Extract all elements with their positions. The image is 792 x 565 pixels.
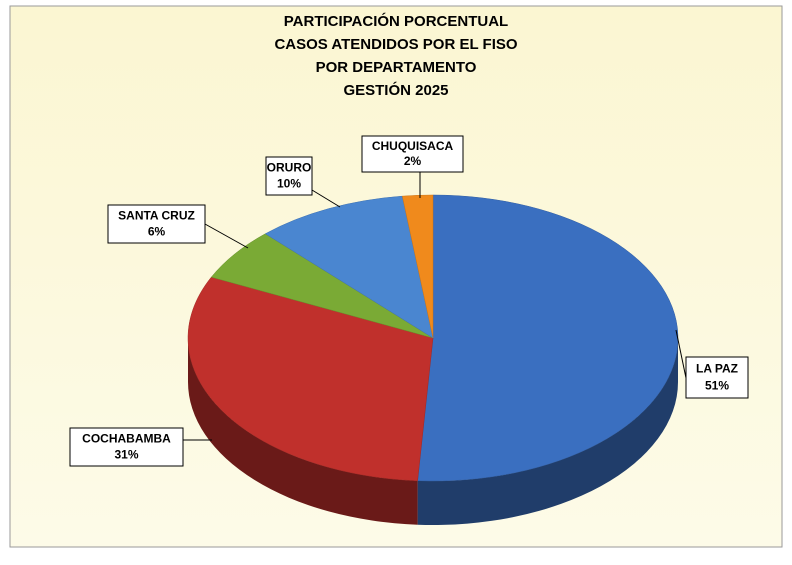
leader-line	[311, 189, 341, 208]
slice	[187, 276, 434, 481]
label-value: 31%	[114, 448, 138, 462]
slice	[417, 194, 679, 482]
slice-side	[188, 338, 418, 525]
label-value: 2%	[404, 154, 422, 168]
label-name: ORURO	[267, 161, 312, 175]
label-box	[107, 204, 206, 244]
label-box	[685, 356, 749, 399]
label-value: 10%	[277, 177, 301, 191]
leader-line	[204, 223, 249, 249]
label-value: 51%	[705, 379, 729, 393]
label-box	[361, 135, 464, 173]
label-box	[69, 427, 184, 467]
chart-title: GESTIÓN 2025	[343, 81, 448, 99]
chart-title: PARTICIPACIÓN PORCENTUAL	[284, 12, 508, 30]
leader-line	[675, 329, 687, 379]
chart-title: CASOS ATENDIDOS POR EL FISO	[274, 36, 517, 53]
label-value: 6%	[148, 225, 166, 239]
slice	[401, 194, 434, 339]
chart-title: POR DEPARTAMENTO	[316, 59, 477, 76]
slice	[264, 195, 434, 339]
label-name: SANTA CRUZ	[118, 209, 195, 223]
label-name: COCHABAMBA	[82, 432, 171, 446]
label-box	[265, 156, 313, 196]
label-name: CHUQUISACA	[372, 139, 454, 153]
label-name: LA PAZ	[696, 361, 738, 375]
